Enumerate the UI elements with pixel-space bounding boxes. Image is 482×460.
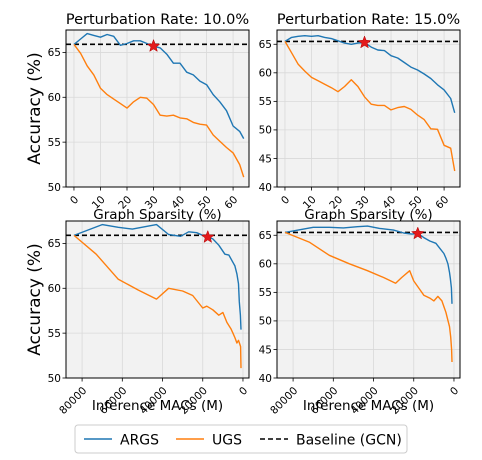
- y-axis-label: Accuracy (%): [25, 243, 45, 355]
- x-tick-label: 60: [222, 194, 240, 212]
- legend-frame: [74, 424, 408, 454]
- y-tick-label: 60: [48, 283, 61, 295]
- y-tick-label: 55: [48, 328, 61, 340]
- legend-label-ugs: UGS: [212, 433, 242, 449]
- y-tick-label: 50: [259, 125, 272, 137]
- y-tick-label: 65: [259, 230, 272, 242]
- y-tick-label: 50: [48, 182, 61, 194]
- plot-area: [66, 30, 249, 187]
- series-line-args: [73, 32, 245, 139]
- plot-area: [277, 221, 460, 378]
- y-tick-label: 60: [259, 68, 272, 80]
- x-tick-label: 60: [433, 194, 451, 212]
- y-tick-label: 55: [259, 287, 272, 299]
- axes-frame: [276, 29, 461, 188]
- y-tick-label: 45: [259, 344, 272, 356]
- legend: ARGS UGS Baseline (GCN): [74, 424, 408, 454]
- star-marker: [146, 38, 161, 52]
- x-tick-label: 0: [448, 385, 461, 398]
- y-tick-label: 40: [259, 373, 272, 385]
- x-axis-label: Graph Sparsity (%): [304, 207, 432, 223]
- axes-frame: [276, 220, 461, 379]
- x-tick-label: 0: [68, 194, 81, 207]
- series-line-args: [284, 35, 456, 113]
- axes-frame: [65, 220, 250, 379]
- star-marker: [200, 229, 215, 243]
- legend-label-baseline: Baseline (GCN): [296, 433, 402, 449]
- y-tick-label: 65: [48, 238, 61, 250]
- y-tick-label: 60: [259, 259, 272, 271]
- chart-title: Perturbation Rate: 15.0%: [277, 12, 460, 28]
- x-axis-label: Inference MACs (M): [92, 398, 223, 414]
- series-line-ugs: [284, 41, 456, 172]
- series-line-ugs: [73, 43, 245, 178]
- y-tick-label: 50: [259, 316, 272, 328]
- y-tick-label: 50: [48, 373, 61, 385]
- y-tick-label: 65: [259, 39, 272, 51]
- legend-label-args: ARGS: [120, 433, 159, 449]
- star-marker: [410, 226, 425, 240]
- panel-bottom-right: 80000 60000 40000 20000 0404550556065Inferen…: [259, 220, 461, 417]
- y-tick-label: 60: [48, 92, 61, 104]
- x-axis-label: Graph Sparsity (%): [93, 207, 221, 223]
- y-tick-label: 55: [259, 96, 272, 108]
- x-axis-label: Inference MACs (M): [303, 398, 434, 414]
- axes-frame: [65, 29, 250, 188]
- x-tick-label: 80000: [57, 385, 89, 417]
- x-tick-label: 0: [279, 194, 292, 207]
- series-line-ugs: [73, 234, 242, 369]
- y-tick-label: 40: [259, 182, 272, 194]
- x-tick-label: 0: [237, 385, 250, 398]
- x-tick-label: 80000: [268, 385, 300, 417]
- chart-title: Perturbation Rate: 10.0%: [66, 12, 249, 28]
- plot-area: [66, 221, 249, 378]
- y-tick-label: 45: [259, 153, 272, 165]
- series-line-ugs: [284, 231, 453, 363]
- plot-area: [277, 30, 460, 187]
- y-tick-label: 55: [48, 137, 61, 149]
- y-axis-label: Accuracy (%): [25, 52, 45, 164]
- star-marker: [357, 35, 372, 49]
- y-tick-label: 65: [48, 47, 61, 59]
